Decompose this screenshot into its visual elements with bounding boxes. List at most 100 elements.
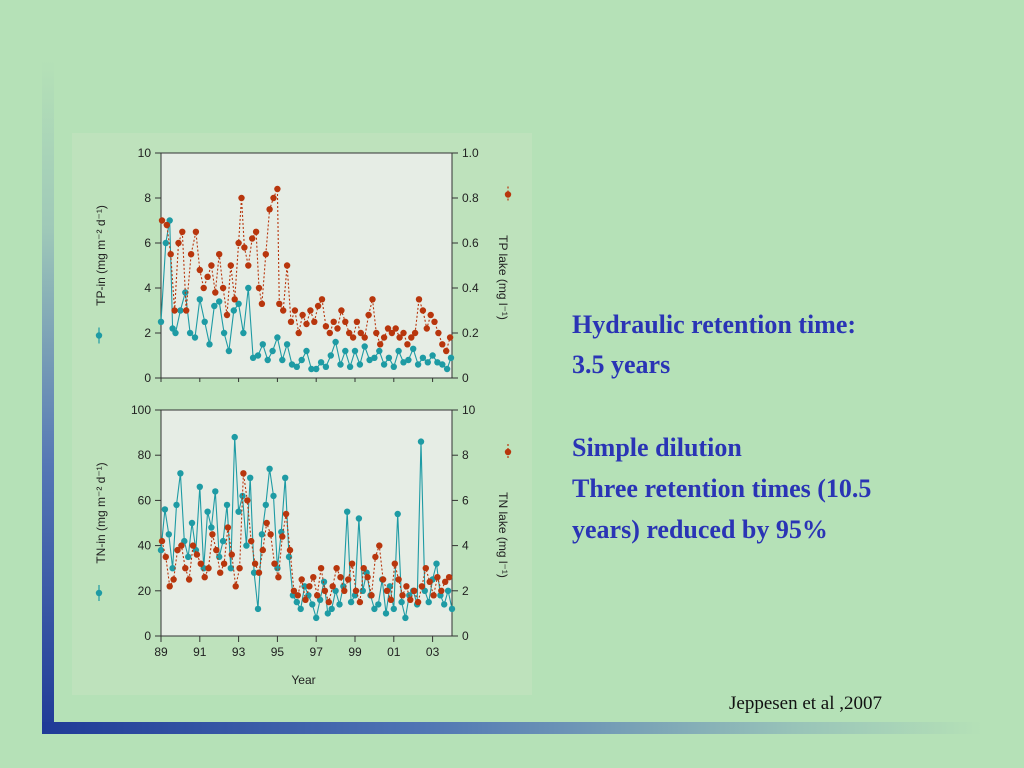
chart-2-series-inflow-point (173, 501, 180, 509)
chart-2-right-tick-label: 8 (462, 448, 469, 462)
chart-2-series-lake-point (224, 524, 232, 531)
slide-text-line-4: Three retention times (10.5 (572, 474, 872, 503)
chart-1-legend-lake-marker (504, 191, 512, 198)
chart-2-series-lake-point (364, 574, 371, 581)
chart-1-series-inflow-point (385, 354, 393, 361)
chart-1-series-lake-point (318, 296, 326, 303)
chart-1-series-lake-point (346, 329, 353, 337)
chart-2-left-tick-label: 40 (138, 539, 152, 553)
chart-2-series-lake-point (174, 546, 181, 554)
chart-1-series-lake-point (388, 329, 396, 337)
chart-1-series-lake-point (311, 318, 318, 325)
chart-1-series-inflow-point (216, 298, 223, 305)
chart-1-right-tick-label: 0.6 (462, 236, 479, 250)
chart-2-series-inflow-point (375, 601, 382, 608)
chart-2-series-inflow-point (239, 492, 246, 500)
chart-2-series-inflow-point (382, 610, 390, 617)
chart-1-series-inflow-point (220, 329, 228, 337)
chart-2-series-inflow-point (161, 506, 169, 513)
chart-2-series-inflow-point (165, 531, 172, 538)
chart-1-series-inflow-point (230, 307, 237, 314)
chart-2-series-inflow-point (448, 605, 456, 613)
chart-2-series-lake-point (422, 565, 429, 572)
chart-2-right-tick-label: 2 (462, 584, 469, 598)
chart-1-series-lake-point (369, 296, 376, 303)
chart-2-series-lake-point (255, 569, 263, 576)
chart-1-series-lake-point (274, 185, 281, 193)
chart-2-series-lake-point (434, 574, 441, 581)
chart-2-series-lake-point (193, 551, 201, 558)
chart-2-series-lake-point (240, 470, 247, 477)
chart-1-series-inflow-point (317, 359, 325, 366)
chart-1-series-inflow-point (414, 361, 422, 368)
chart-1-series-lake-point (322, 323, 330, 330)
chart-2-series-inflow-point (266, 465, 273, 472)
chart-1-series-inflow-point (254, 352, 262, 359)
chart-1-series-inflow-point (201, 318, 208, 325)
chart-1-series-inflow-point (400, 359, 407, 366)
chart-2-x-tick-label: 01 (387, 645, 401, 659)
chart-1-series-inflow-point (308, 365, 315, 373)
chart-2-legend-inflow-marker (95, 589, 103, 597)
chart-2-series-inflow-point (355, 515, 363, 522)
chart-2-series-lake-point (232, 583, 239, 590)
chart-1-series-inflow-point (186, 329, 194, 337)
chart-1-series-lake-point (408, 334, 415, 341)
chart-1-series-lake-point (392, 325, 399, 332)
chart-1-right-tick-label: 0.2 (462, 326, 479, 340)
chart-2-left-tick-label: 80 (138, 448, 152, 462)
chart-2-x-tick-label: 99 (348, 645, 362, 659)
chart-1-series-lake-point (334, 325, 341, 332)
chart-2-series-lake-point (360, 565, 367, 572)
chart-1-series-lake-point (295, 329, 302, 337)
chart-1-series-lake-point (427, 311, 434, 319)
chart-2-series-lake-point (391, 560, 398, 567)
chart-2-series-lake-point (158, 537, 166, 545)
chart-2-series-inflow-point (390, 605, 397, 613)
chart-1-series-inflow-point (371, 354, 378, 361)
chart-1-series-lake-point (196, 266, 203, 274)
chart-1-series-lake-point (163, 221, 170, 229)
chart-2-series-inflow-point (285, 553, 293, 561)
chart-1-left-tick-label: 0 (144, 371, 151, 385)
chart-1-series-lake-point (235, 239, 242, 247)
chart-1-series-lake-point (303, 320, 310, 328)
chart-2-series-lake-point (205, 565, 212, 572)
chart-2-series-inflow-point (254, 605, 262, 613)
chart-1-legend-inflow-marker (95, 332, 103, 339)
chart-2-series-inflow-point (262, 501, 269, 509)
chart-2-right-axis-title: TN lake (mg l⁻¹) (496, 492, 510, 578)
chart-2-series-inflow-point (324, 610, 331, 617)
chart-2-left-tick-label: 60 (138, 493, 152, 507)
chart-2-series-lake-point (395, 576, 402, 583)
chart-1-series-lake-point (219, 284, 227, 292)
chart-1-series-inflow-point (172, 329, 179, 337)
slide-text-line-1: Hydraulic retention time: (572, 310, 857, 339)
chart-2-series-lake-point (368, 592, 375, 599)
chart-2-series-inflow-point (444, 587, 452, 594)
chart-2-series-lake-point (217, 569, 224, 576)
chart-2-series-inflow-point (402, 614, 409, 622)
chart-2-series-lake-point (189, 542, 197, 549)
chart-1-series-inflow-point (279, 356, 286, 364)
chart-1-series-inflow-point (410, 345, 417, 352)
chart-1-series-inflow-point (419, 354, 427, 361)
chart-1-series-inflow-point (288, 361, 296, 368)
chart-2-series-lake-point (228, 551, 235, 558)
chart-1-series-inflow-point (361, 343, 368, 350)
chart-2-series-lake-point (442, 578, 449, 585)
chart-1-series-inflow-point (274, 334, 281, 341)
chart-1-series-inflow-point (429, 352, 436, 359)
chart-1-series-lake-point (400, 329, 407, 337)
chart-2-series-lake-point (267, 531, 274, 538)
chart-2-series-lake-point (356, 598, 364, 606)
chart-1-series-lake-point (349, 334, 357, 341)
chart-1-left-tick-label: 6 (144, 236, 151, 250)
chart-2-series-inflow-point (223, 501, 231, 509)
chart-1-series-inflow-point (264, 356, 271, 364)
chart-2-series-inflow-point (247, 474, 254, 481)
chart-2-series-lake-point (213, 546, 220, 554)
chart-1-series-inflow-point (235, 300, 242, 307)
chart-1-series-lake-point (258, 300, 266, 307)
citation: Jeppesen et al ,2007 (729, 693, 883, 714)
